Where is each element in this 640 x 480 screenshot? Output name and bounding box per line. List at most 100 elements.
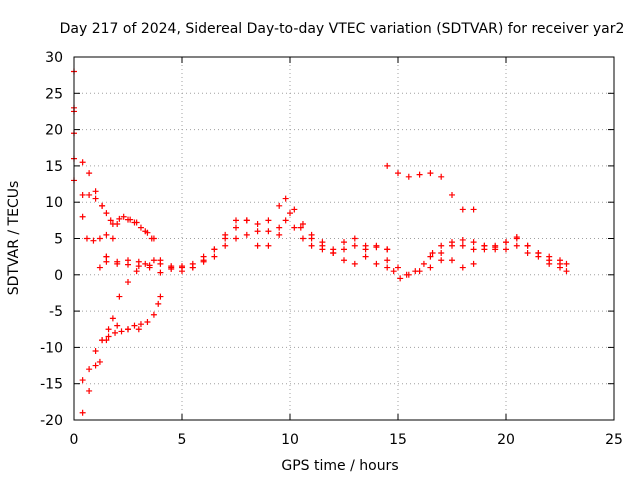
- data-point: [131, 322, 138, 329]
- data-point: [535, 250, 542, 257]
- data-point: [109, 315, 116, 322]
- y-tick-label: -5: [49, 304, 63, 320]
- data-point: [397, 275, 404, 282]
- data-point: [114, 258, 121, 265]
- data-point: [137, 224, 144, 231]
- data-point: [287, 210, 293, 217]
- y-tick-label: 30: [45, 50, 63, 66]
- data-point: [96, 235, 103, 242]
- x-tick-label: 25: [605, 432, 623, 448]
- data-point: [459, 264, 466, 271]
- data-point: [416, 268, 423, 275]
- data-point: [157, 257, 164, 264]
- data-point: [142, 260, 149, 267]
- data-point: [282, 195, 289, 202]
- data-point: [135, 258, 142, 265]
- y-axis-label: SDTVAR / TECUs: [6, 181, 22, 296]
- data-point: [125, 279, 131, 286]
- data-point: [79, 409, 86, 416]
- data-point: [563, 260, 570, 267]
- data-point: [116, 215, 123, 222]
- data-point: [79, 213, 86, 220]
- data-point: [112, 329, 119, 336]
- data-point: [116, 293, 123, 300]
- data-point: [341, 257, 347, 264]
- data-point: [92, 348, 99, 355]
- data-point: [481, 242, 488, 249]
- data-point: [79, 377, 86, 384]
- series-arc-i: [103, 217, 391, 271]
- x-tick-label: 0: [70, 432, 79, 448]
- data-point: [254, 242, 261, 249]
- data-point: [297, 224, 304, 231]
- data-point: [459, 206, 466, 213]
- data-point: [105, 333, 112, 340]
- data-point: [86, 191, 93, 198]
- grid-layer: [74, 57, 614, 420]
- x-axis-label: GPS time / hours: [281, 458, 398, 474]
- data-point: [503, 246, 509, 253]
- y-tick-label: -15: [40, 377, 63, 393]
- data-point: [449, 242, 455, 249]
- data-point: [127, 216, 134, 223]
- data-point: [92, 188, 99, 195]
- data-point: [341, 239, 347, 246]
- data-point: [86, 366, 93, 373]
- data-point: [384, 162, 391, 169]
- y-tick-label: 5: [54, 232, 63, 248]
- data-point: [243, 217, 250, 224]
- data-point: [125, 257, 131, 264]
- data-point: [222, 231, 229, 238]
- data-point: [276, 231, 283, 238]
- data-point: [222, 242, 229, 249]
- data-point: [395, 170, 401, 177]
- data-point: [427, 170, 434, 177]
- data-point: [513, 234, 520, 241]
- data-point: [144, 229, 151, 236]
- data-point: [395, 264, 401, 271]
- data-point: [189, 264, 196, 271]
- series-arc-g: [79, 293, 164, 384]
- data-point: [125, 326, 131, 333]
- data-point: [103, 258, 110, 265]
- data-point: [200, 258, 207, 265]
- data-point: [330, 246, 337, 253]
- data-point: [351, 235, 358, 242]
- data-point: [79, 159, 86, 166]
- data-point: [308, 242, 315, 249]
- data-point: [299, 220, 306, 227]
- data-point: [109, 235, 116, 242]
- data-point: [103, 231, 110, 238]
- data-point: [114, 220, 121, 227]
- data-point: [470, 206, 477, 213]
- data-point: [96, 358, 103, 365]
- data-point: [276, 224, 283, 231]
- series-arc-b: [79, 159, 114, 224]
- data-point: [150, 311, 157, 318]
- data-point: [438, 250, 445, 257]
- data-point: [135, 326, 142, 333]
- data-point: [146, 264, 153, 271]
- data-point: [211, 253, 218, 260]
- series-arc-e: [96, 213, 157, 271]
- series-arc-m: [384, 239, 570, 282]
- x-tick-label: 10: [281, 432, 299, 448]
- y-tick-label: 25: [45, 86, 63, 102]
- x-tick-label: 5: [178, 432, 187, 448]
- data-point: [157, 293, 164, 300]
- data-point: [503, 239, 509, 246]
- data-point: [362, 253, 369, 260]
- y-tick-label: 0: [54, 268, 63, 284]
- data-point: [299, 235, 306, 242]
- data-point: [492, 246, 499, 253]
- data-point: [291, 224, 298, 231]
- data-point: [282, 217, 289, 224]
- data-point: [179, 268, 185, 275]
- data-point: [319, 242, 326, 249]
- data-point: [470, 239, 477, 246]
- data-point: [254, 220, 261, 227]
- data-point: [557, 260, 563, 267]
- data-point: [308, 231, 315, 238]
